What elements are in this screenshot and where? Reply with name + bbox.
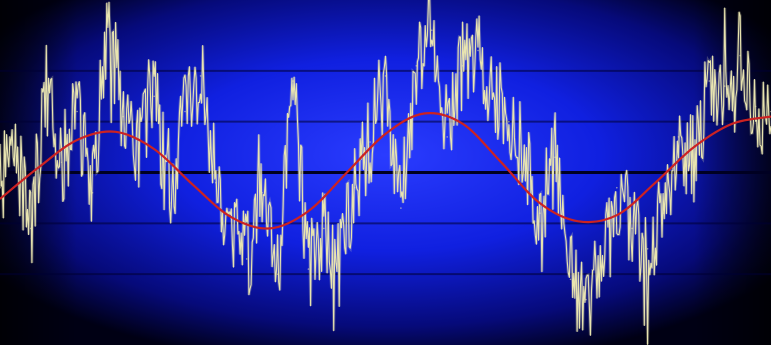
- series-0-point-7: [107, 14, 109, 16]
- series-0-point-16: [245, 258, 248, 260]
- series-1-point-15: [577, 220, 580, 223]
- series-0-point-1: [14, 146, 17, 148]
- series-1-point-10: [384, 133, 387, 135]
- series-0-point-35: [538, 212, 541, 214]
- series-0-point-48: [739, 54, 741, 57]
- series-0-point-45: [693, 161, 695, 164]
- series-0-point-41: [631, 227, 633, 230]
- series-0-point-22: [338, 263, 341, 265]
- series-0-point-6: [91, 192, 94, 194]
- series-0-point-20: [307, 268, 310, 270]
- series-1-point-8: [307, 210, 310, 212]
- series-1-point-16: [616, 214, 618, 216]
- series-0-point-32: [492, 95, 495, 98]
- series-0-point-5: [76, 110, 78, 113]
- series-1-point-13: [500, 161, 503, 164]
- series-1-point-2: [76, 139, 78, 141]
- series-1-point-4: [153, 148, 155, 150]
- series-0-point-12: [184, 110, 186, 113]
- series-0-point-26: [400, 207, 402, 209]
- series-0-point-47: [723, 85, 726, 87]
- series-0-point-23: [353, 186, 356, 189]
- gridlines: [0, 69, 771, 276]
- series-0-point-37: [569, 278, 572, 281]
- series-0-point-34: [523, 151, 526, 153]
- series-0-point-4: [60, 161, 63, 164]
- series-0-point-29: [446, 136, 449, 138]
- series-0-point-19: [292, 80, 294, 82]
- series-0-point-43: [662, 212, 664, 214]
- series-1-point-9: [346, 171, 348, 174]
- series-0-point-33: [508, 120, 510, 123]
- series-1-point-0: [0, 198, 1, 200]
- series-0-point-25: [384, 75, 387, 77]
- series-0-point-3: [45, 85, 48, 87]
- series-0-point-21: [323, 227, 325, 230]
- series-0-point-24: [369, 141, 371, 143]
- series-0-point-44: [677, 136, 680, 138]
- series-0-point-46: [708, 80, 711, 82]
- series-0-point-8: [122, 115, 125, 118]
- series-0-point-30: [461, 65, 464, 67]
- series-1-point-14: [538, 202, 541, 204]
- series-0-point-42: [646, 248, 649, 250]
- series-0-point-38: [585, 298, 587, 301]
- series-0-point-39: [600, 268, 603, 270]
- series-1-point-7: [269, 227, 271, 230]
- series-0-point-49: [754, 105, 757, 108]
- series-1-point-3: [114, 131, 117, 133]
- series-0-point-11: [168, 202, 171, 204]
- series-1-point-18: [693, 146, 695, 148]
- series-0-point-36: [554, 156, 556, 159]
- series-0-point-27: [415, 65, 418, 67]
- series-1-point-5: [192, 183, 194, 186]
- series-0-point-13: [199, 75, 202, 77]
- series-1-point-6: [230, 216, 233, 218]
- series-1-point-19: [731, 122, 734, 125]
- series-1-point-17: [654, 181, 657, 184]
- series-0-point-28: [431, 29, 433, 32]
- series-0-point-9: [138, 151, 140, 153]
- series-0-point-18: [276, 273, 279, 276]
- series-1-point-11: [423, 112, 425, 115]
- series-0-point-40: [616, 186, 618, 189]
- series-0-point-31: [477, 49, 479, 52]
- series-0-point-14: [215, 181, 217, 184]
- series-0-point-0: [0, 186, 1, 189]
- series-0-point-2: [30, 227, 32, 230]
- series-1-point-12: [461, 122, 464, 125]
- series-0-point-10: [153, 95, 155, 98]
- series-1-point-1: [37, 166, 40, 169]
- series-0-point-17: [261, 192, 263, 194]
